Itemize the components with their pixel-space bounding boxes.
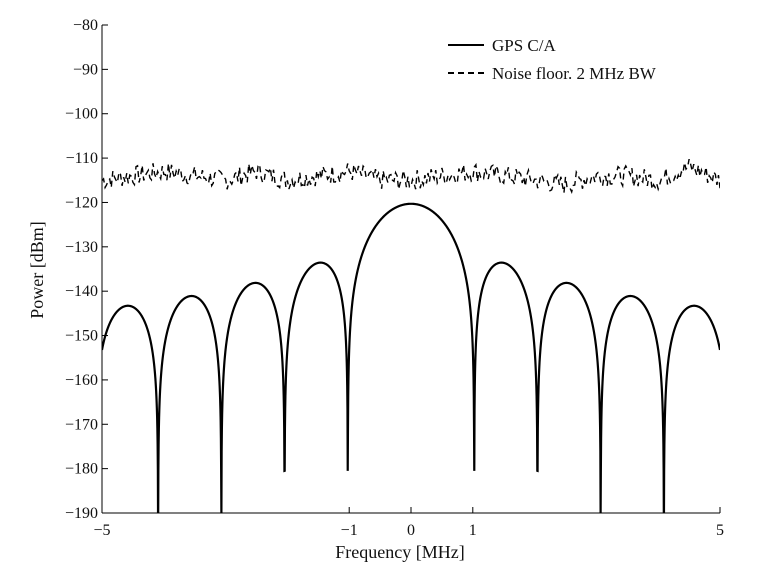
series-layer — [102, 158, 720, 513]
x-tick-label: −5 — [93, 522, 110, 539]
y-tick-label: −130 — [65, 239, 98, 256]
y-tick-label: −190 — [65, 505, 98, 522]
x-tick-label: 1 — [469, 522, 477, 539]
x-axis-label: Frequency [MHz] — [335, 542, 464, 562]
y-tick-label: −180 — [65, 461, 98, 478]
legend-label-gps: GPS C/A — [492, 36, 556, 55]
legend-label-noise: Noise floor. 2 MHz BW — [492, 64, 657, 83]
y-tick-label: −140 — [65, 283, 98, 300]
series-line-noise-floor — [102, 158, 720, 195]
y-tick-label: −100 — [65, 106, 98, 123]
y-tick-label: −90 — [73, 61, 98, 78]
x-tick-label: −1 — [341, 522, 358, 539]
plot-area — [101, 25, 720, 514]
y-tick-label: −160 — [65, 372, 98, 389]
legend: GPS C/A Noise floor. 2 MHz BW — [448, 36, 657, 83]
y-tick-label: −150 — [65, 328, 98, 345]
y-tick-label: −170 — [65, 416, 98, 433]
y-tick-label: −120 — [65, 194, 98, 211]
y-tick-label: −80 — [73, 17, 98, 34]
x-tick-label: 5 — [716, 522, 724, 539]
series-line-gps-ca — [102, 202, 720, 513]
x-axis-ticks: −5 −1 0 1 5 — [93, 507, 724, 539]
y-axis-ticks: −80 −90 −100 −110 −120 −130 −140 −150 −160 −170 −1… — [65, 17, 108, 522]
x-tick-label: 0 — [407, 522, 415, 539]
y-tick-label: −110 — [66, 150, 98, 167]
y-axis-label: Power [dBm] — [27, 221, 47, 319]
